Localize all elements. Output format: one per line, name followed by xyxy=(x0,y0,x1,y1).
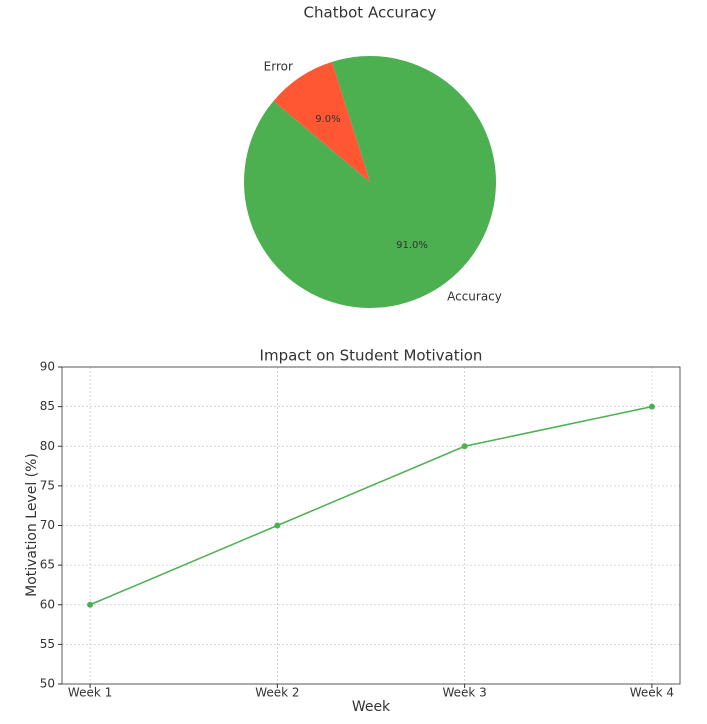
chart-title: Chatbot Accuracy xyxy=(304,4,437,22)
y-tick-label: 65 xyxy=(40,558,55,572)
point xyxy=(648,403,655,410)
point xyxy=(87,601,94,608)
slice-label: Error xyxy=(264,59,293,73)
y-tick-label: 75 xyxy=(40,478,55,492)
y-tick-label: 60 xyxy=(40,597,55,611)
slice-label: Accuracy xyxy=(447,290,502,304)
y-tick-label: 90 xyxy=(40,360,55,374)
x-tick-label: Week 4 xyxy=(630,686,674,700)
y-tick-label: 50 xyxy=(40,677,55,691)
y-tick-label: 85 xyxy=(40,399,55,413)
x-tick-label: Week 3 xyxy=(442,686,486,700)
line xyxy=(89,405,653,606)
x-axis-label: Week xyxy=(352,699,391,715)
y-axis-label: Motivation Level (%) xyxy=(24,453,40,597)
y-tick-label: 80 xyxy=(40,439,55,453)
y-tick-label: 55 xyxy=(40,637,55,651)
chart-title: Impact on Student Motivation xyxy=(260,347,483,365)
x-tick-label: Week 2 xyxy=(255,686,299,700)
value-label: 9.0% xyxy=(315,114,340,125)
value-label: 91.0% xyxy=(396,240,428,251)
pie-slice xyxy=(273,61,370,182)
point xyxy=(461,443,468,450)
point xyxy=(274,522,281,529)
x-tick-label: Week 1 xyxy=(68,686,112,700)
y-tick-label: 70 xyxy=(40,518,55,532)
plot-frame xyxy=(61,366,681,685)
